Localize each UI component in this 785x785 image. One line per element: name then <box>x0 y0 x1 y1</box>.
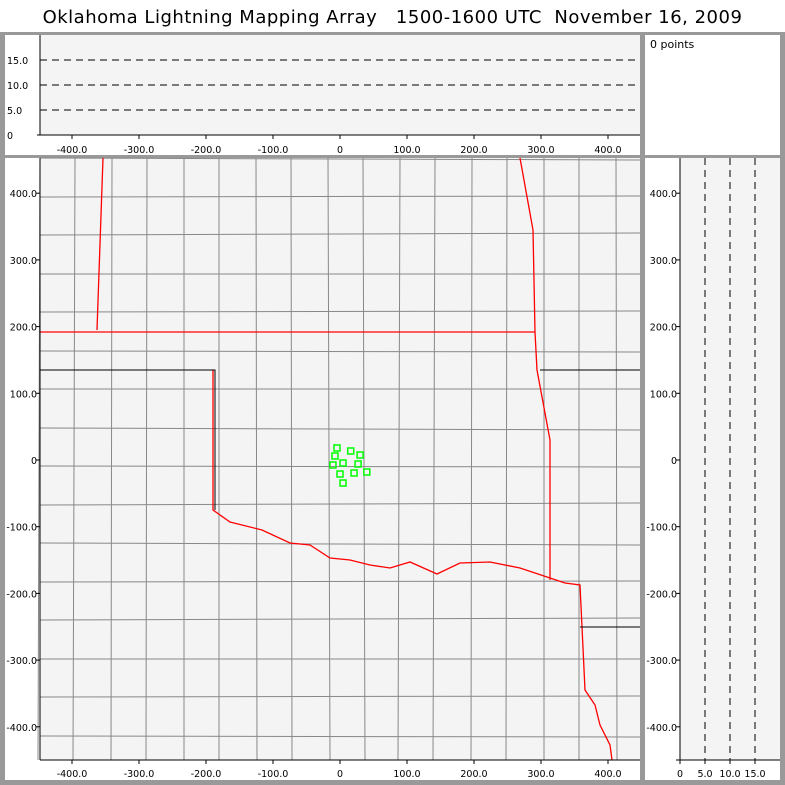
x-tick-label: 300.0 <box>527 769 554 780</box>
x-tick-label: 10.0 <box>719 769 740 780</box>
x-tick-label: -200.0 <box>191 145 222 156</box>
source-point <box>363 468 371 476</box>
x-tick-label: 5.0 <box>697 769 712 780</box>
y-tick-label: 300.0 <box>650 256 677 267</box>
county-line <box>145 157 148 761</box>
x-tick-label: -400.0 <box>57 769 88 780</box>
y-tick-label: -300.0 <box>646 656 677 667</box>
source-point <box>354 460 362 468</box>
x-tick-label: 400.0 <box>594 145 621 156</box>
county-line <box>39 580 641 583</box>
map-plot-area <box>40 158 640 760</box>
x-tick-label: 0 <box>337 145 343 156</box>
county-line <box>39 350 641 353</box>
x-tick-label: -300.0 <box>124 145 155 156</box>
x-tick-label: -200.0 <box>191 769 222 780</box>
x-tick-label: 200.0 <box>460 769 487 780</box>
county-line <box>39 735 641 738</box>
x-tick-label: -400.0 <box>57 145 88 156</box>
x-tick-label: 400.0 <box>594 769 621 780</box>
x-tick-label: 300.0 <box>527 145 554 156</box>
county-line <box>39 232 641 236</box>
y-tick-label: 300.0 <box>10 256 37 267</box>
points-panel <box>645 35 780 155</box>
source-point <box>336 470 344 478</box>
y-tick-label: -400.0 <box>6 723 37 734</box>
county-line <box>110 157 113 761</box>
source-point <box>329 461 337 469</box>
county-line <box>362 157 366 761</box>
x-tick-label: -100.0 <box>258 145 289 156</box>
county-line <box>615 157 618 761</box>
state-border <box>96 157 104 331</box>
x-tick-label: 0 <box>337 769 343 780</box>
y-tick-label: -200.0 <box>6 589 37 600</box>
x-tick-label: 100.0 <box>393 769 420 780</box>
y-tick-label: -400.0 <box>646 723 677 734</box>
county-line <box>39 617 641 621</box>
state-border <box>40 369 216 510</box>
y-tick-label: -200.0 <box>646 589 677 600</box>
y-tick-label: -100.0 <box>6 523 37 534</box>
y-tick-label: 0 <box>671 456 677 467</box>
county-line <box>327 157 331 761</box>
source-point <box>339 479 347 487</box>
source-point <box>346 447 355 455</box>
county-line <box>39 427 641 431</box>
points-count: 0 points <box>650 38 695 51</box>
county-line <box>290 157 293 761</box>
county-line <box>397 157 401 761</box>
county-line <box>505 157 508 761</box>
state-border <box>519 157 551 580</box>
y-tick-label: 400.0 <box>10 189 37 200</box>
county-line <box>39 310 641 313</box>
county-line <box>72 157 76 761</box>
y-tick-label: 5.0 <box>7 106 22 117</box>
y-tick-label: 400.0 <box>650 189 677 200</box>
county-line <box>39 542 641 546</box>
county-line <box>470 157 473 761</box>
county-line <box>39 502 641 506</box>
y-tick-label: 0 <box>7 131 13 142</box>
y-tick-label: 100.0 <box>650 389 677 400</box>
x-tick-label: 100.0 <box>393 145 420 156</box>
source-point <box>331 452 339 460</box>
chart-title: Oklahoma Lightning Mapping Array 1500-16… <box>0 0 785 32</box>
state-border <box>212 370 613 761</box>
y-tick-label: 0 <box>31 456 37 467</box>
x-tick-label: 15.0 <box>744 769 765 780</box>
source-point <box>333 444 341 452</box>
county-line <box>39 195 641 198</box>
y-tick-label: 100.0 <box>10 389 37 400</box>
county-line <box>432 157 436 761</box>
y-tick-label: 10.0 <box>7 81 28 92</box>
county-line <box>255 157 258 761</box>
x-tick-label: 200.0 <box>460 145 487 156</box>
y-tick-label: -100.0 <box>646 523 677 534</box>
source-point <box>350 469 358 477</box>
source-point <box>339 459 347 467</box>
county-line <box>39 695 641 698</box>
x-tick-label: -300.0 <box>124 769 155 780</box>
y-tick-label: -300.0 <box>6 656 37 667</box>
y-tick-label: 200.0 <box>10 323 37 334</box>
x-tick-label: 0 <box>677 769 683 780</box>
county-line <box>39 157 641 161</box>
source-point <box>356 451 364 459</box>
x-tick-label: -100.0 <box>258 769 289 780</box>
y-tick-label: 15.0 <box>7 56 28 67</box>
y-tick-label: 200.0 <box>650 323 677 334</box>
